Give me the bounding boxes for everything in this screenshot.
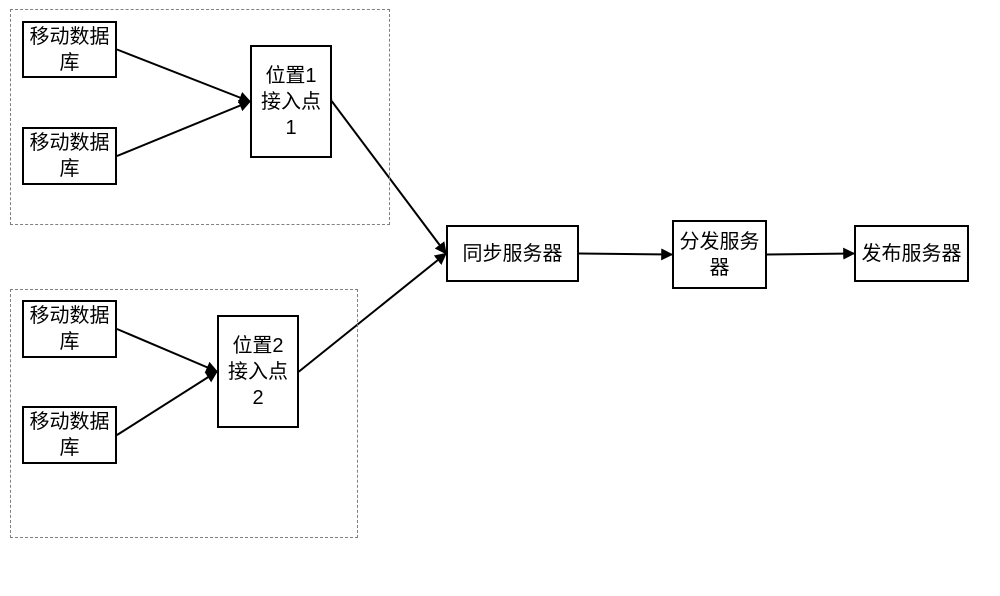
node-label-dist: 分发服务 器 <box>680 229 760 281</box>
node-sync: 同步服务器 <box>446 225 579 282</box>
node-label-ap2: 位置2 接入点 2 <box>228 333 288 411</box>
node-dist: 分发服务 器 <box>672 220 767 289</box>
diagram-stage: { "diagram": { "type": "network", "canva… <box>0 0 1000 596</box>
node-m2: 移动数据 库 <box>22 127 117 185</box>
node-label-pub: 发布服务器 <box>862 241 962 267</box>
node-label-m3: 移动数据 库 <box>30 303 110 355</box>
node-pub: 发布服务器 <box>854 225 969 282</box>
node-m3: 移动数据 库 <box>22 300 117 358</box>
node-ap1: 位置1 接入点 1 <box>250 45 332 158</box>
node-label-sync: 同步服务器 <box>463 241 563 267</box>
node-label-ap1: 位置1 接入点 1 <box>261 63 321 141</box>
edge-sync-dist <box>579 254 672 255</box>
node-m1: 移动数据 库 <box>22 21 117 78</box>
node-label-m4: 移动数据 库 <box>30 409 110 461</box>
node-label-m1: 移动数据 库 <box>30 24 110 76</box>
edge-dist-pub <box>767 254 854 255</box>
node-label-m2: 移动数据 库 <box>30 130 110 182</box>
node-m4: 移动数据 库 <box>22 406 117 464</box>
node-ap2: 位置2 接入点 2 <box>217 315 299 428</box>
